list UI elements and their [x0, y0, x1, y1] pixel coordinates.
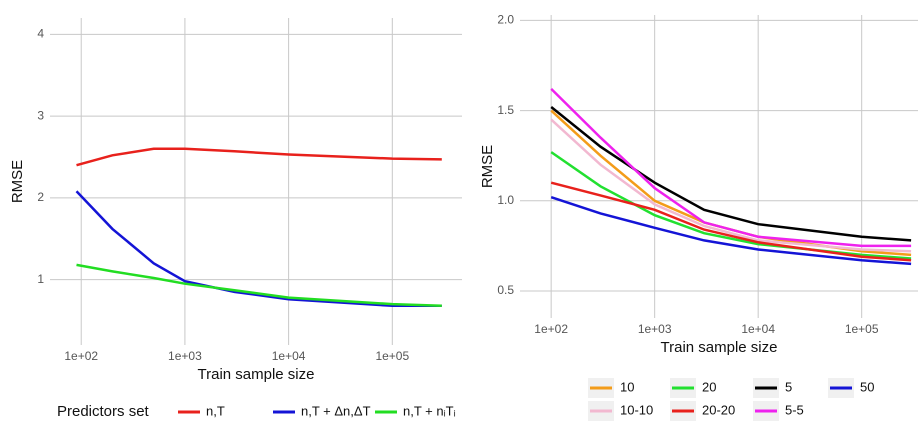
y-axis-title: RMSE: [479, 145, 496, 188]
x-tick-label: 1e+02: [64, 349, 98, 363]
legend-label: 10: [620, 379, 634, 394]
series-line: [76, 263, 442, 308]
legend-label: 5-5: [785, 402, 804, 417]
legend-label: 20-20: [702, 402, 735, 417]
panel: 1e+02 1e+03 1e+04 1e+05 0.5 1.0 1.5 2.0 Train sa…: [479, 13, 918, 421]
y-tick-label: 1.0: [497, 193, 514, 207]
x-tick-label: 1e+02: [534, 322, 568, 336]
x-tick-label: 1e+05: [375, 349, 409, 363]
y-tick-label: 0.5: [497, 283, 514, 297]
legend-label: 20: [702, 379, 716, 394]
x-axis-title: Train sample size: [198, 366, 315, 383]
panel: 1e+02 1e+03 1e+04 1e+05 1 2 3 4 Train sample siz…: [9, 18, 462, 420]
y-tick-label: 1: [37, 272, 44, 286]
x-tick-label: 1e+03: [638, 322, 672, 336]
legend-label: n,T: [206, 403, 225, 418]
x-tick-label: 1e+04: [741, 322, 775, 336]
y-axis-title: RMSE: [9, 160, 26, 203]
series-line: [550, 196, 912, 266]
x-tick-label: 1e+04: [272, 349, 306, 363]
series-line: [76, 147, 442, 167]
x-tick-label: 1e+05: [845, 322, 879, 336]
series-line: [550, 88, 912, 248]
y-tick-label: 1.5: [497, 103, 514, 117]
legend-label: 10-10: [620, 402, 653, 417]
x-tick-label: 1e+03: [168, 349, 202, 363]
legend-label: n,T + nᵢTᵢ: [403, 403, 456, 418]
series-line: [550, 151, 912, 260]
series-line: [550, 181, 912, 262]
series-line: [550, 118, 912, 253]
series-line: [550, 106, 912, 242]
legend-label: n,T + Δn,ΔT: [301, 403, 371, 418]
legend-label: 50: [860, 379, 874, 394]
y-tick-label: 4: [37, 27, 44, 41]
y-tick-label: 2: [37, 190, 44, 204]
x-axis-title: Train sample size: [661, 339, 778, 356]
y-tick-label: 2.0: [497, 13, 514, 27]
legend-label: 5: [785, 379, 792, 394]
y-tick-label: 3: [37, 108, 44, 122]
series-line: [75, 190, 442, 308]
legend-title: Predictors set: [57, 403, 150, 420]
